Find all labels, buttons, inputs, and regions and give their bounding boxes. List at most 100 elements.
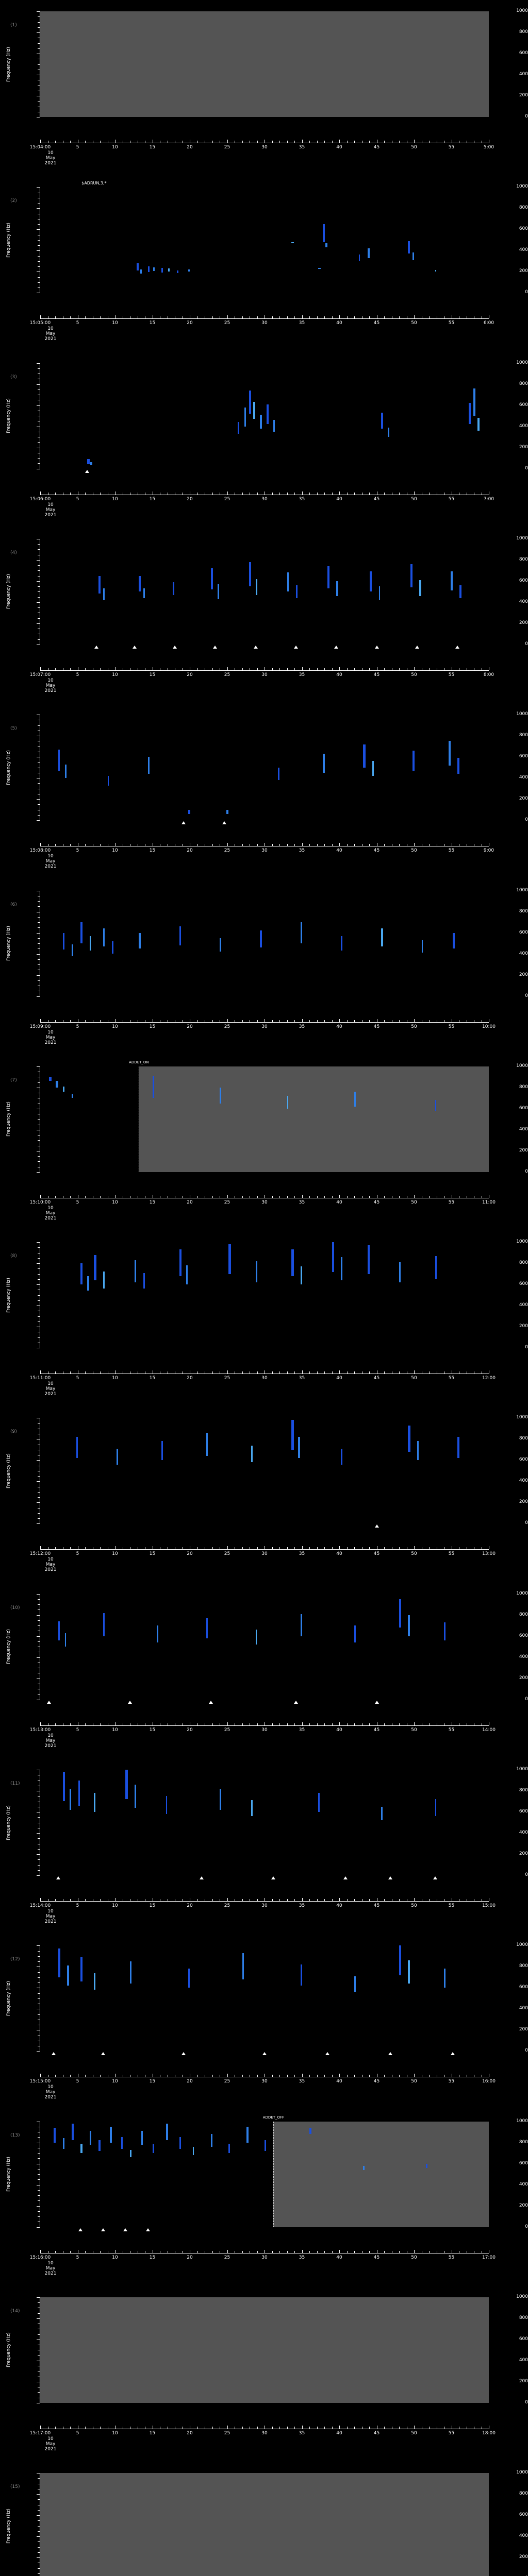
plot-area[interactable] <box>40 1242 489 1348</box>
plot-area[interactable] <box>40 1770 489 1875</box>
y-axis-minor-tick <box>38 917 40 918</box>
x-axis-tick <box>115 140 116 143</box>
spectrogram-trace <box>451 571 453 591</box>
x-axis-tick-label: 30 <box>261 1024 268 1029</box>
y-axis-minor-tick <box>38 1507 40 1509</box>
detection-marker <box>325 2052 329 2056</box>
plot-area[interactable] <box>40 363 489 469</box>
y-axis-tick-label: 200 <box>519 1499 528 1505</box>
plot-area[interactable] <box>40 11 489 117</box>
y-axis-minor-tick <box>38 804 40 805</box>
panel-number: (9) <box>10 1429 17 1435</box>
y-axis-tick-label: 0 <box>525 290 528 295</box>
y-axis-minor-tick <box>38 224 40 225</box>
x-axis-minor-tick <box>212 1723 213 1725</box>
spectrogram-trace <box>139 575 141 592</box>
x-axis-minor-tick <box>324 2426 325 2429</box>
y-axis-minor-tick <box>38 2568 40 2569</box>
x-axis-tick-label: 25 <box>224 496 230 502</box>
x-axis-minor-tick <box>257 1547 258 1550</box>
x-axis-minor-tick <box>369 492 370 495</box>
y-axis-minor-tick <box>38 64 40 65</box>
plot-area[interactable] <box>40 1945 489 2052</box>
y-axis-minor-tick <box>38 1838 40 1839</box>
panel-number: (11) <box>10 1781 20 1786</box>
spectrogram-trace <box>323 224 325 242</box>
plot-area[interactable] <box>40 2121 489 2227</box>
spectrogram-trace <box>457 758 459 774</box>
x-axis-minor-tick <box>287 2426 288 2429</box>
panel-number: (8) <box>10 1253 17 1259</box>
spectrogram-trace <box>125 1770 128 1800</box>
spectrogram-trace <box>210 568 213 590</box>
date-line-1: 10 <box>47 150 54 156</box>
x-axis-minor-tick <box>384 2250 385 2253</box>
x-axis-minor-tick <box>354 492 355 495</box>
x-axis-minor-tick <box>354 668 355 670</box>
x-axis-minor-tick <box>212 1195 213 1198</box>
x-axis-minor-tick <box>384 1547 385 1550</box>
spectrogram-trace <box>278 767 279 781</box>
x-axis-minor-tick <box>317 1723 318 1725</box>
x-axis-minor-tick <box>399 1899 400 1901</box>
y-axis-minor-tick <box>38 43 40 44</box>
x-axis-tick-label: 55 <box>448 496 455 502</box>
y-axis-tick <box>37 1875 40 1876</box>
spectrogram-trace <box>179 926 182 946</box>
plot-area[interactable] <box>40 2297 489 2403</box>
spectrogram-trace <box>363 744 366 768</box>
y-axis-minor-tick <box>38 1870 40 1871</box>
x-axis-minor-tick <box>429 2075 430 2077</box>
y-axis-tick <box>37 2227 40 2228</box>
x-axis-minor-tick <box>332 2075 333 2077</box>
plot-area[interactable] <box>40 1418 489 1524</box>
y-axis-tick-label: 200 <box>519 1324 528 1329</box>
plot-area[interactable] <box>40 187 489 293</box>
spectrogram-trace <box>332 1242 334 1272</box>
x-axis-start-label: 15:13:00 <box>29 1727 51 1733</box>
x-axis-start-label: 15:11:00 <box>29 1376 51 1381</box>
spectrogram-trace <box>242 1953 244 1979</box>
x-axis-minor-tick <box>354 1899 355 1901</box>
spectrogram-trace <box>381 928 383 947</box>
y-axis-title-text: Frequency (Hz) <box>6 2157 11 2192</box>
y-axis-tick <box>37 799 40 800</box>
plot-area[interactable] <box>40 1594 489 1700</box>
plot-area[interactable] <box>40 1066 489 1172</box>
detection-marker <box>101 2052 105 2056</box>
spectrogram-trace <box>477 418 480 431</box>
y-axis-tick-label: 400 <box>519 2006 528 2011</box>
x-axis-tick-label: 15 <box>149 320 156 326</box>
spectrogram-trace <box>220 938 221 952</box>
x-axis-minor-tick <box>272 2250 273 2253</box>
x-axis-tick-label: 55 <box>448 1199 455 1205</box>
date-line-3: 2021 <box>44 2446 57 2452</box>
y-axis-minor-tick <box>38 2334 40 2335</box>
plot-area[interactable] <box>40 2473 489 2576</box>
panel-1: 0 200 400 600 800 1000 Frequency (Hz) (1) 15:04:… <box>0 0 528 176</box>
x-axis-minor-tick <box>279 316 280 319</box>
x-axis-tick-label: 55 <box>448 1551 455 1557</box>
plot-area[interactable] <box>40 890 489 996</box>
panel-number: (4) <box>10 550 17 555</box>
x-axis-minor-tick <box>369 2426 370 2429</box>
x-axis-tick-label: 45 <box>373 1551 380 1557</box>
x-axis-tick-label: 45 <box>373 145 380 150</box>
spectrogram-trace <box>372 761 374 776</box>
x-axis-minor-tick <box>317 1020 318 1022</box>
x-axis-tick-label: 40 <box>336 1376 342 1381</box>
y-axis-tick-label: 600 <box>519 2160 528 2166</box>
x-axis-tick-label: 40 <box>336 2079 342 2084</box>
plot-area[interactable] <box>40 715 489 821</box>
y-axis-minor-tick <box>38 1082 40 1083</box>
plot-area[interactable] <box>40 538 489 645</box>
x-axis-start-label: 15:14:00 <box>29 1903 51 1908</box>
x-axis-tick-label: 45 <box>373 2430 380 2436</box>
x-axis-end-label: 16:00 <box>482 2079 496 2084</box>
spectrogram-trace <box>220 1087 222 1104</box>
x-axis-tick-label: 5 <box>76 2430 79 2436</box>
y-axis-tick-label: 1000 <box>516 1239 528 1245</box>
y-axis-tick <box>37 820 40 821</box>
y-axis-minor-tick <box>38 2531 40 2532</box>
x-axis-minor-tick <box>100 492 101 495</box>
